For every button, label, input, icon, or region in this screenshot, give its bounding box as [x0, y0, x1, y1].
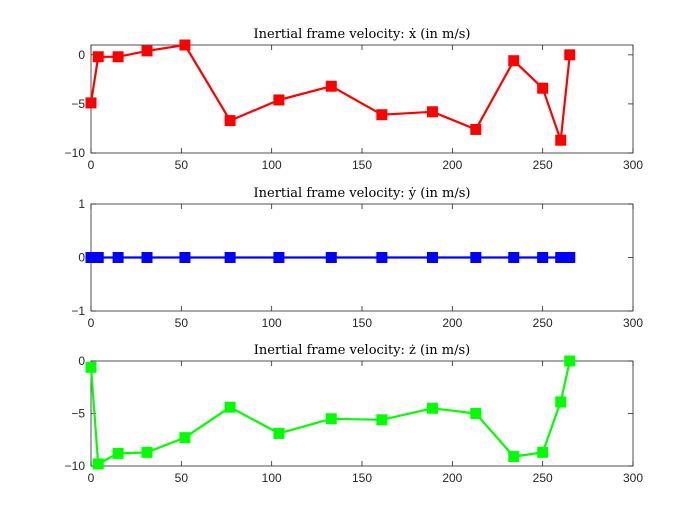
x-tick-label: 150	[352, 158, 372, 172]
data-point	[376, 414, 388, 426]
data-point	[555, 252, 567, 263]
chart-title: Inertial frame velocity: ẋ (in m/s)	[254, 27, 471, 42]
x-tick-label: 50	[175, 316, 189, 330]
data-point	[470, 252, 482, 263]
data-point	[141, 45, 153, 57]
data-point	[376, 252, 388, 263]
x-tick-label: 200	[442, 316, 462, 330]
x-tick-label: 250	[533, 316, 553, 330]
y-tick-label: −5	[71, 407, 85, 421]
y-tick-label: 0	[78, 354, 85, 368]
data-point	[179, 432, 191, 444]
data-point	[470, 408, 482, 419]
data-point	[224, 401, 236, 413]
x-tick-label: 0	[88, 471, 95, 485]
x-tick-label: 50	[175, 158, 189, 172]
x-tick-label: 100	[262, 471, 282, 485]
x-tick-label: 300	[623, 158, 643, 172]
chart-title: Inertial frame velocity: ẏ (in m/s)	[254, 186, 471, 201]
data-point	[85, 97, 97, 109]
data-point	[508, 252, 520, 263]
y-tick-label: −1	[71, 304, 85, 318]
data-point	[179, 39, 191, 51]
axes-box	[90, 360, 634, 467]
x-tick-label: 150	[352, 471, 372, 485]
chart-title: Inertial frame velocity: ż (in m/s)	[254, 343, 470, 358]
x-tick-label: 300	[623, 316, 643, 330]
data-point	[426, 402, 438, 414]
x-tick-label: 0	[88, 316, 95, 330]
data-point	[112, 447, 124, 459]
data-point	[508, 55, 520, 67]
data-point	[555, 396, 567, 408]
data-point	[273, 94, 285, 106]
data-point	[112, 51, 124, 63]
subplot-2: Inertial frame velocity: ẏ (in m/s)0 50 10…	[71, 186, 643, 330]
data-point	[537, 446, 549, 458]
data-point	[376, 109, 388, 121]
data-point	[179, 252, 191, 263]
data-point	[85, 361, 97, 373]
y-tick-label: 1	[78, 197, 85, 211]
data-point	[555, 134, 567, 146]
x-tick-label: 300	[623, 471, 643, 485]
y-tick-label: −10	[65, 146, 86, 160]
data-point	[224, 115, 236, 127]
data-point	[273, 252, 285, 263]
y-tick-label: 0	[78, 48, 85, 62]
x-tick-label: 50	[175, 471, 189, 485]
x-tick-label: 200	[442, 158, 462, 172]
x-tick-label: 150	[352, 316, 372, 330]
data-point	[426, 106, 438, 118]
data-point	[92, 51, 104, 63]
data-point	[508, 451, 520, 463]
x-tick-label: 250	[533, 158, 553, 172]
data-point	[470, 123, 482, 135]
data-point	[92, 252, 104, 263]
subplot-1: Inertial frame velocity: ẋ (in m/s) 0 50 10…	[65, 27, 644, 172]
x-tick-label: 250	[533, 471, 553, 485]
data-point	[325, 413, 337, 425]
data-point	[273, 427, 285, 439]
axes-box	[90, 44, 634, 154]
data-point	[564, 355, 576, 367]
data-point	[325, 252, 337, 263]
data-point	[224, 252, 236, 263]
data-point	[141, 252, 153, 263]
data-point	[325, 80, 337, 92]
y-tick-label: 0	[78, 251, 85, 265]
x-tick-label: 200	[442, 471, 462, 485]
x-tick-label: 0	[88, 158, 95, 172]
data-point	[537, 252, 549, 263]
data-point	[112, 252, 124, 263]
data-point	[92, 458, 104, 470]
data-point	[537, 82, 549, 94]
data-point	[426, 252, 438, 263]
subplot-3: Inertial frame velocity: ż (in m/s) 0 50 10…	[65, 343, 644, 485]
data-point	[564, 49, 576, 61]
x-tick-label: 100	[262, 316, 282, 330]
data-point	[141, 446, 153, 458]
data-point	[564, 252, 576, 263]
x-tick-label: 100	[262, 158, 282, 172]
y-tick-label: −5	[71, 97, 85, 111]
y-tick-label: −10	[65, 459, 86, 473]
